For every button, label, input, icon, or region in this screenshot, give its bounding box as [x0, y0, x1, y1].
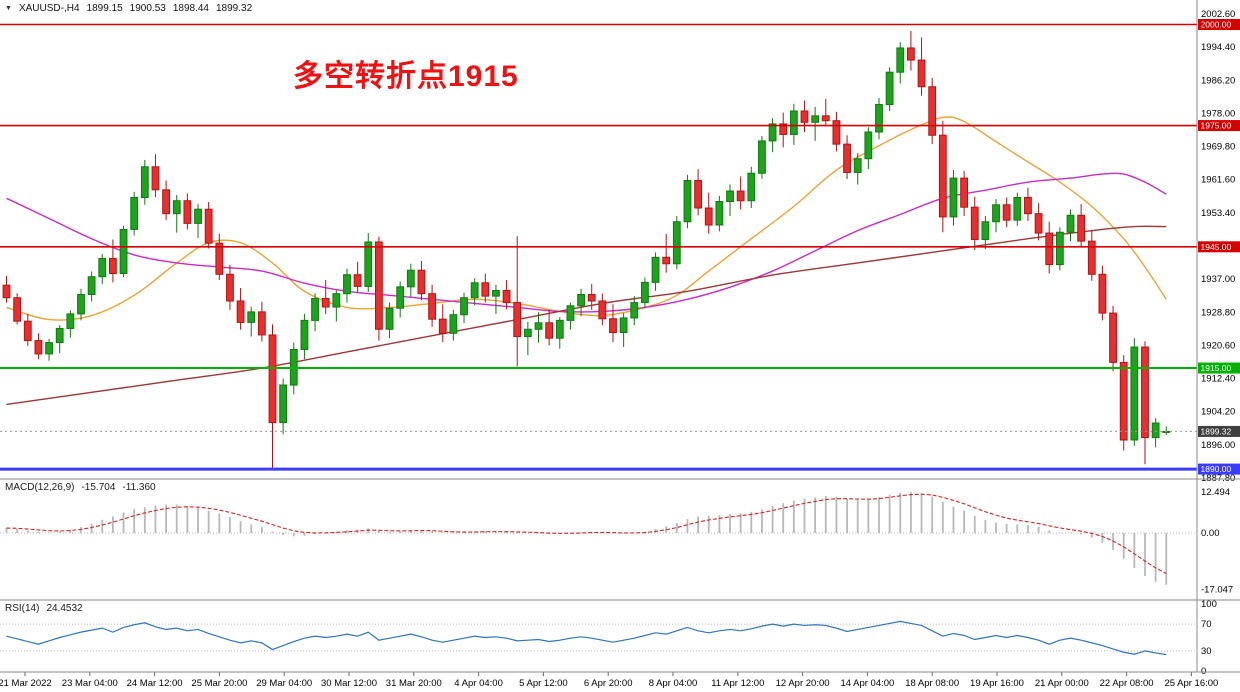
- rsi-value: 24.4532: [46, 603, 83, 614]
- time-tick-label: 5 Apr 12:00: [519, 678, 568, 689]
- rsi-line: [6, 620, 1167, 656]
- main-price-panel[interactable]: [0, 23, 1197, 471]
- macd-signal-value: -11.360: [122, 482, 156, 493]
- price-tick-label: 1986.20: [1201, 75, 1235, 86]
- macd-indicator-label: MACD(12,26,9) -15.704 -11.360: [5, 482, 156, 493]
- time-axis[interactable]: 21 Mar 2022 23 Mar 04:00 24 Mar 12:00 25 Ma…: [0, 672, 1218, 689]
- price-tick-label: 1896.00: [1201, 440, 1235, 451]
- time-tick-label: 24 Mar 12:00: [127, 678, 183, 689]
- candlestick-series: [2, 30, 1171, 469]
- macd-tick-label: -17.047: [1201, 584, 1233, 595]
- price-tick-label: 1912.40: [1201, 374, 1235, 385]
- macd-histogram: [5, 492, 1168, 585]
- time-tick-label: 25 Mar 20:00: [191, 678, 247, 689]
- collapse-arrow-icon[interactable]: ▼: [5, 5, 12, 12]
- ma-mid-magenta: [6, 172, 1167, 313]
- price-tag-text: 1915.00: [1201, 363, 1232, 373]
- rsi-name: RSI(14): [5, 603, 40, 614]
- time-tick-label: 23 Mar 04:00: [62, 678, 118, 689]
- rsi-tick-label: 100: [1201, 599, 1217, 610]
- price-tick-label: 1904.20: [1201, 407, 1235, 418]
- time-tick-label: 11 Apr 12:00: [711, 678, 764, 689]
- price-tag-text: 1899.32: [1201, 426, 1232, 436]
- price-tag-text: 1890.00: [1201, 464, 1232, 474]
- price-tag-2000.00: [1198, 19, 1240, 31]
- price-tick-label: 1953.40: [1201, 208, 1235, 219]
- time-tick-label: 21 Mar 2022: [0, 678, 52, 689]
- ohlc-open-value: 1899.15: [86, 3, 123, 14]
- price-tick-label: 1937.00: [1201, 274, 1235, 285]
- time-tick-label: 12 Apr 20:00: [776, 678, 830, 689]
- ma-slow-darkred: [6, 225, 1167, 406]
- price-tag-1890.00: [1198, 463, 1240, 475]
- price-tag-text: 2000.00: [1201, 20, 1232, 30]
- ohlc-close-value: 1899.32: [215, 3, 253, 14]
- macd-panel[interactable]: [0, 492, 1197, 585]
- time-tick-label: 31 Mar 20:00: [386, 678, 442, 689]
- time-tick-label: 19 Apr 16:00: [970, 678, 1024, 689]
- price-tick-label: 1961.60: [1201, 175, 1235, 186]
- price-tag-1975.00: [1198, 120, 1240, 132]
- time-tick-label: 18 Apr 08:00: [905, 678, 959, 689]
- chart-annotation-text: 多空转折点1915: [293, 60, 519, 93]
- time-tick-label: 8 Apr 04:00: [649, 678, 698, 689]
- rsi-tick-label: 70: [1201, 619, 1212, 630]
- price-tag-1899.32: [1198, 425, 1240, 437]
- ohlc-high-value: 1900.53: [129, 3, 166, 14]
- macd-signal-line: [6, 493, 1167, 575]
- symbol-period-label: XAUUSD-,H4: [18, 3, 80, 14]
- time-tick-label: 4 Apr 04:00: [454, 678, 503, 689]
- price-tick-label: 1969.80: [1201, 142, 1235, 153]
- chart-header: ▼ XAUUSD-,H4 1899.15 1900.53 1898.44 189…: [5, 3, 252, 14]
- price-tag-1945.00: [1198, 241, 1240, 253]
- time-tick-label: 6 Apr 20:00: [584, 678, 633, 689]
- macd-tick-label: 12.494: [1201, 487, 1230, 498]
- ohlc-low-value: 1898.44: [172, 3, 209, 14]
- macd-main-value: -15.704: [81, 482, 116, 493]
- time-tick-label: 22 Apr 08:00: [1100, 678, 1154, 689]
- rsi-panel[interactable]: [0, 620, 1197, 656]
- time-tick-label: 25 Apr 16:00: [1164, 678, 1218, 689]
- price-tick-label: 1994.40: [1201, 42, 1235, 53]
- price-tag-text: 1945.00: [1201, 242, 1232, 252]
- time-tick-label: 14 Apr 04:00: [840, 678, 894, 689]
- price-tick-label: 1920.60: [1201, 340, 1235, 351]
- time-tick-label: 29 Mar 04:00: [256, 678, 312, 689]
- price-tick-label: 2002.60: [1201, 9, 1235, 20]
- rsi-tick-label: 30: [1201, 646, 1212, 657]
- macd-tick-label: 0.00: [1201, 528, 1220, 539]
- price-tag-text: 1975.00: [1201, 121, 1232, 131]
- price-axis[interactable]: 2002.60 1994.40 1986.20 1978.00 1969.80 1961.…: [1198, 9, 1240, 677]
- time-tick-label: 21 Apr 00:00: [1035, 678, 1089, 689]
- time-tick-label: 30 Mar 12:00: [321, 678, 377, 689]
- price-tag-1915.00: [1198, 362, 1240, 374]
- price-tick-label: 1928.80: [1201, 307, 1235, 318]
- rsi-indicator-label: RSI(14) 24.4532: [5, 603, 83, 614]
- price-tick-label: 1978.00: [1201, 108, 1235, 119]
- macd-name: MACD(12,26,9): [5, 482, 75, 493]
